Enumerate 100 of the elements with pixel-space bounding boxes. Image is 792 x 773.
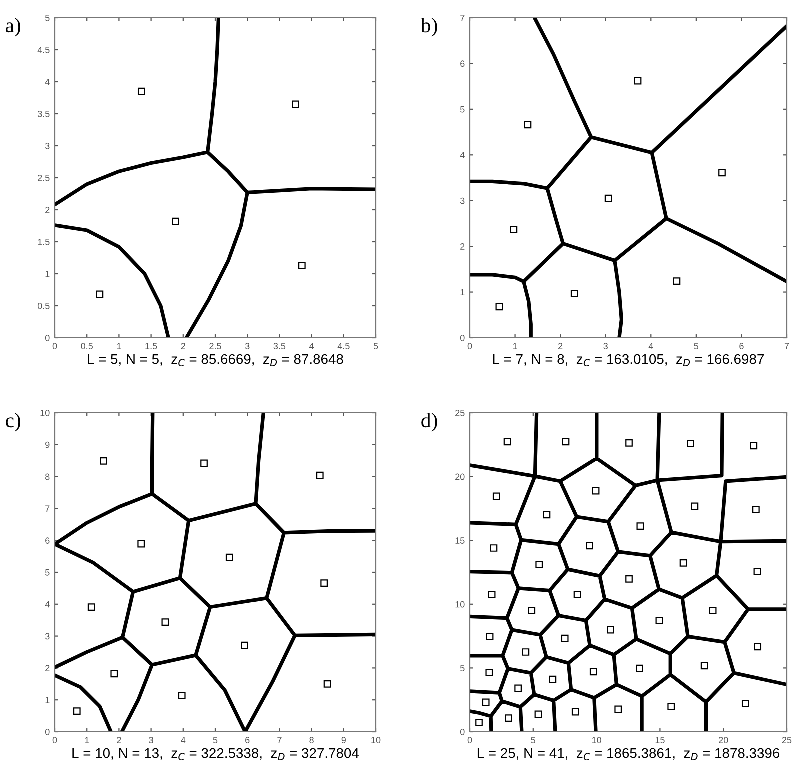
x-tick-label: 0	[468, 343, 472, 350]
y-tick-label: 25	[456, 410, 465, 416]
point	[709, 606, 717, 614]
point	[700, 662, 708, 670]
point	[543, 511, 551, 519]
x-tick-label: 2	[181, 343, 186, 350]
point	[96, 290, 104, 298]
point	[241, 642, 248, 650]
point	[607, 626, 614, 634]
point	[162, 618, 170, 626]
y-tick-label: 10	[456, 601, 465, 608]
y-tick-label: 2	[46, 665, 50, 672]
x-tick-label: 10	[592, 737, 602, 744]
x-tick-label: 3	[245, 343, 250, 350]
chart-title: a)	[6, 18, 21, 37]
point	[178, 692, 186, 700]
point	[490, 544, 498, 552]
point	[505, 714, 512, 722]
point	[680, 560, 688, 567]
point	[320, 580, 328, 588]
x-tick-label: 1	[117, 343, 122, 350]
point	[718, 169, 726, 177]
x-tick-label: 4	[309, 343, 314, 350]
point	[496, 303, 504, 311]
y-tick-label: 4.5	[38, 47, 50, 54]
x-tick-label: 3	[149, 737, 154, 744]
point	[572, 708, 580, 716]
y-tick-label: 0	[45, 334, 50, 342]
y-tick-label: 4	[45, 79, 50, 86]
point	[656, 617, 664, 624]
x-tick-label: 0	[52, 737, 58, 744]
point	[742, 700, 750, 708]
x-tick-label: 1.5	[146, 343, 158, 350]
point	[510, 226, 518, 234]
x-axis-title: L = 5, N = 5, z$_{C}$ = 85.6669, z$_{D}$ = 87.8648	[88, 354, 344, 367]
y-tick-label: 0.5	[38, 302, 50, 310]
point	[73, 708, 81, 715]
point	[562, 438, 570, 446]
point	[687, 440, 694, 448]
point	[614, 706, 622, 714]
point	[590, 668, 598, 676]
x-tick-label: 5	[531, 737, 536, 744]
x-tick-label: 25	[782, 737, 792, 744]
y-tick-label: 0	[45, 728, 50, 736]
x-tick-label: 5	[213, 737, 218, 744]
x-tick-label: 6	[246, 737, 250, 744]
point	[561, 634, 569, 642]
x-tick-label: 2	[117, 737, 122, 744]
chart-title: b)	[420, 18, 438, 37]
point	[691, 502, 699, 510]
y-tick-label: 0	[460, 334, 465, 342]
point	[524, 121, 532, 129]
y-tick-label: 3	[45, 142, 50, 150]
point	[626, 440, 633, 447]
point	[754, 568, 762, 576]
point	[636, 664, 644, 672]
point	[752, 506, 760, 514]
point	[476, 719, 483, 726]
point	[172, 218, 180, 226]
x-tick-label: 0.5	[81, 343, 93, 350]
point	[110, 670, 118, 678]
chart-title: c)	[6, 413, 21, 432]
point	[668, 703, 676, 710]
y-tick-label: 1	[46, 271, 50, 278]
point	[586, 542, 594, 550]
point	[673, 278, 681, 285]
point	[636, 522, 644, 530]
x-tick-label: 4	[181, 737, 186, 744]
point	[570, 290, 578, 298]
point	[549, 676, 557, 684]
point	[750, 442, 758, 450]
x-tick-label: 15	[656, 737, 665, 744]
y-tick-label: 5	[45, 570, 50, 576]
point	[324, 680, 332, 688]
point	[482, 698, 490, 706]
y-tick-label: 5	[460, 665, 465, 672]
x-tick-label: 1	[85, 737, 90, 744]
x-tick-label: 4	[648, 343, 654, 350]
y-tick-label: 3	[45, 633, 50, 640]
y-tick-label: 2	[46, 206, 50, 214]
y-tick-label: 7	[46, 506, 50, 512]
x-axis-title: L = 25, N = 41, z$_{C}$ = 1865.3861, z$_{D}$ = 1878.3396	[478, 748, 780, 761]
x-tick-label: 8	[310, 737, 314, 744]
point	[626, 575, 633, 583]
x-tick-label: 0	[468, 737, 472, 744]
x-tick-label: 10	[372, 737, 381, 744]
point	[292, 100, 300, 108]
y-tick-label: 6	[460, 60, 465, 68]
x-tick-label: 2.5	[210, 343, 222, 350]
y-tick-label: 3.5	[38, 110, 50, 118]
y-tick-label: 20	[456, 474, 465, 480]
x-axis-title: L = 10, N = 13, z$_{C}$ = 322.5338, z$_{D}$ = 327.7804	[72, 748, 360, 761]
y-tick-label: 0	[460, 728, 465, 736]
x-tick-label: 20	[719, 737, 728, 744]
y-tick-label: 5	[460, 106, 465, 113]
y-tick-label: 4	[460, 152, 465, 158]
point	[504, 438, 512, 446]
x-tick-label: 6	[740, 343, 744, 350]
y-tick-label: 1.5	[38, 239, 50, 246]
y-tick-label: 2	[460, 244, 465, 250]
